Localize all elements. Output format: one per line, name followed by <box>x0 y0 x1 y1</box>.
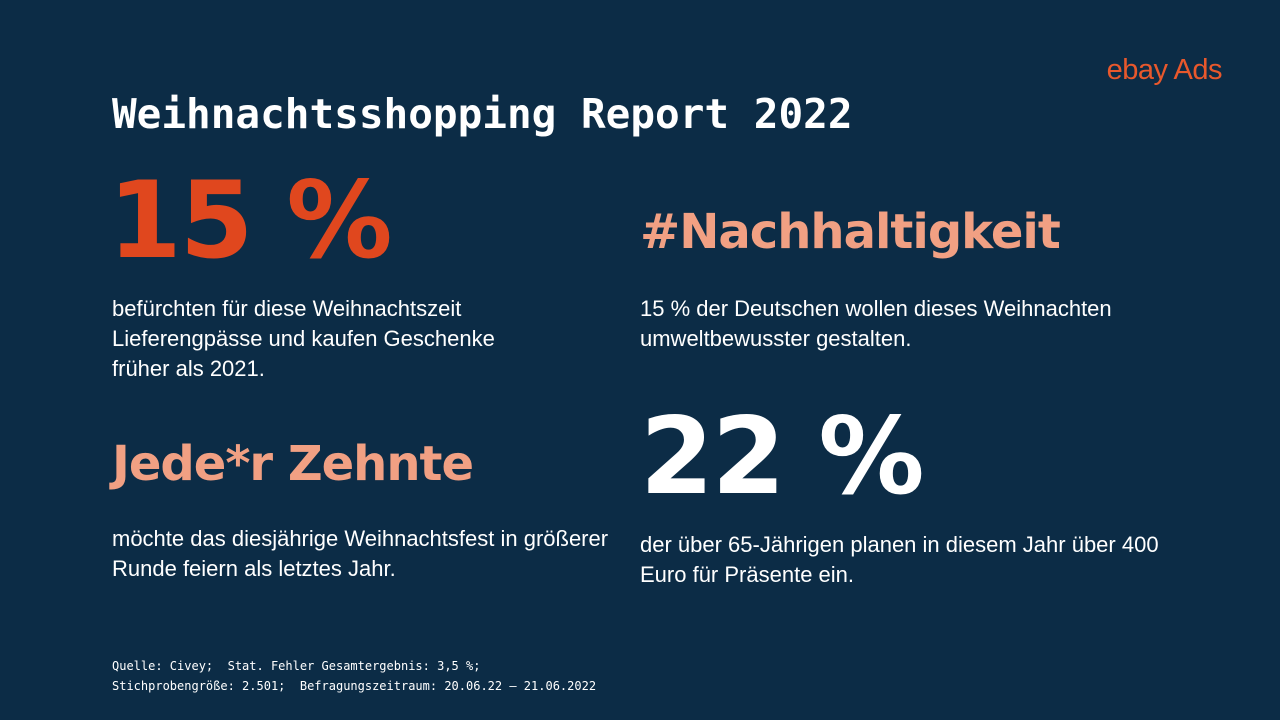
jede-zehnte-heading: Jede*r Zehnte <box>112 436 474 492</box>
nachhaltigkeit-description: 15 % der Deutschen wollen dieses Weihnac… <box>640 296 1112 351</box>
stat-22-percent-description: der über 65-Jährigen planen in diesem Ja… <box>640 532 1159 587</box>
logo-brand: ebay <box>1106 54 1168 86</box>
source-line-1: Quelle: Civey; Stat. Fehler Gesamtergebn… <box>112 659 481 673</box>
nachhaltigkeit-heading: #Nachhaltigkeit <box>640 204 1061 260</box>
stat-15-percent-description: befürchten für diese Weihnachtszeit Lief… <box>112 296 495 381</box>
ebay-ads-logo: ebay Ads <box>1106 54 1223 87</box>
page-title: Weihnachtsshopping Report 2022 <box>112 90 853 138</box>
source-note: Quelle: Civey; Stat. Fehler Gesamtergebn… <box>112 656 596 696</box>
stat-22-percent: 22 % <box>640 395 925 518</box>
jede-zehnte-description: möchte das diesjährige Weihnachtsfest in… <box>112 526 609 581</box>
stat-15-percent: 15 % <box>108 159 393 282</box>
source-line-2: Stichprobengröße: 2.501; Befragungszeitr… <box>112 679 597 693</box>
logo-product: Ads <box>1173 54 1223 86</box>
